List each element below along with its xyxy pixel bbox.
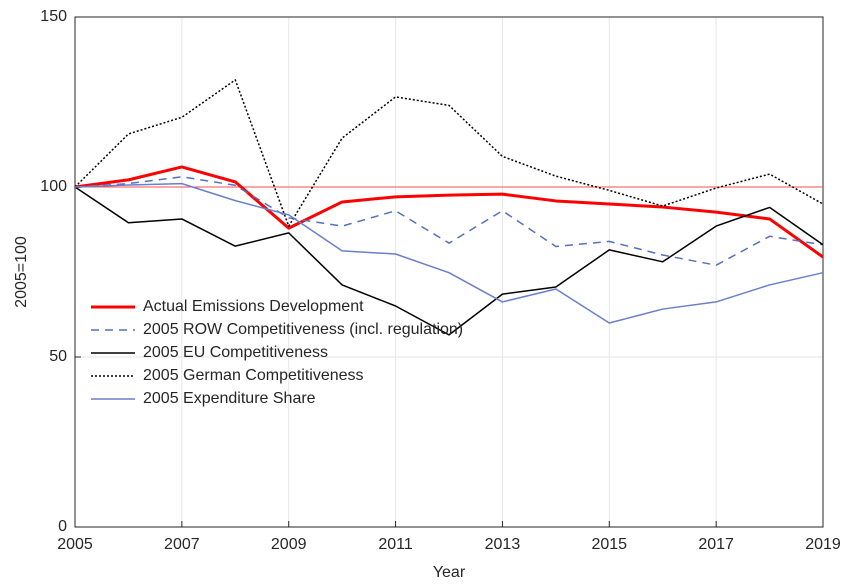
legend-label: 2005 ROW Competitiveness (incl. regulati… [143, 321, 463, 338]
x-tick-label: 2015 [591, 536, 627, 553]
series-line [74, 165, 824, 259]
y-tick-label: 100 [40, 178, 67, 195]
legend-label: 2005 German Competitiveness [143, 367, 364, 384]
x-tick-label: 2019 [805, 536, 841, 553]
plot-frame [74, 16, 824, 528]
series-line [74, 186, 824, 336]
series-line [74, 176, 824, 266]
series-line [74, 182, 824, 324]
y-tick-label: 150 [40, 8, 67, 25]
x-tick-label: 2005 [57, 536, 93, 553]
legend-label: 2005 EU Competitiveness [143, 344, 328, 361]
legend-label: Actual Emissions Development [143, 298, 364, 315]
x-axis-label: Year [433, 564, 466, 581]
legend-label: 2005 Expenditure Share [143, 390, 316, 407]
x-tick-label: 2011 [378, 536, 413, 553]
x-tick-label: 2007 [164, 536, 200, 553]
y-tick-label: 50 [49, 348, 67, 365]
series-line [74, 79, 824, 227]
y-axis-label: 2005=100 [13, 236, 30, 308]
y-tick-label: 0 [58, 518, 67, 535]
x-tick-label: 2009 [271, 536, 307, 553]
x-tick-label: 2017 [698, 536, 734, 553]
x-tick-label: 2013 [485, 536, 521, 553]
